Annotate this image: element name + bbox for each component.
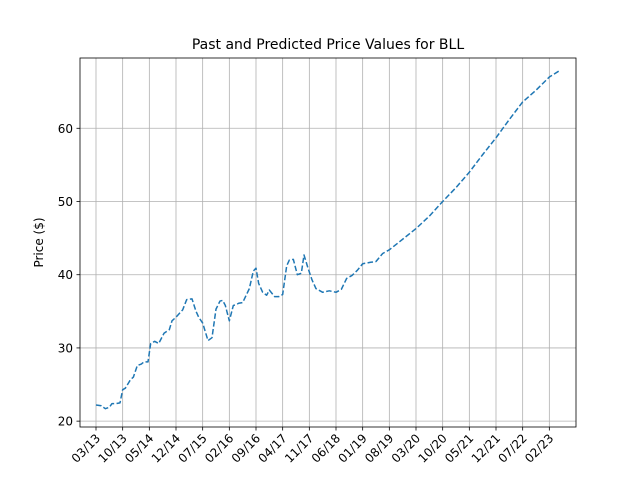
- y-axis-ticks: 20 30 40 50 60: [58, 122, 80, 429]
- y-tick-label: 60: [58, 122, 73, 136]
- y-axis-label: Price ($): [32, 217, 46, 267]
- chart-title: Past and Predicted Price Values for BLL: [192, 37, 464, 53]
- plot-frame: [79, 57, 577, 428]
- series-lines: [95, 70, 560, 410]
- y-tick-label: 50: [58, 195, 73, 209]
- y-tick-label: 20: [58, 415, 73, 429]
- grid: [80, 58, 576, 427]
- y-tick-label: 30: [58, 341, 73, 355]
- y-tick-label: 40: [58, 268, 73, 282]
- price-line: [95, 70, 560, 410]
